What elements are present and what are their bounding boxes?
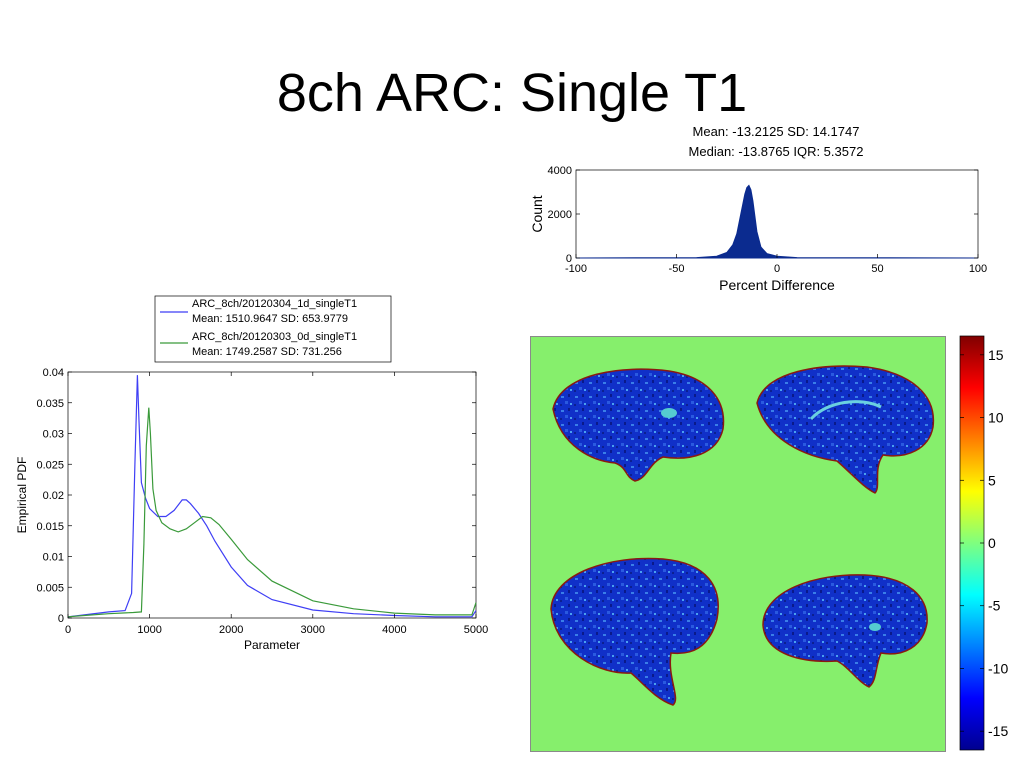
brain-slice-top-right (756, 365, 935, 494)
hist-plot-area (575, 169, 979, 259)
histogram-chart: Mean: -13.2125 SD: 14.1747 Median: -13.8… (529, 124, 987, 293)
hist-xtick-label: -50 (669, 263, 685, 275)
slide-title: 8ch ARC: Single T1 (276, 63, 748, 123)
colorbar-tick-label: 10 (988, 410, 1004, 426)
hist-title-line-1: Mean: -13.2125 SD: 14.1747 (693, 124, 860, 139)
legend-series-1-name: ARC_8ch/20120304_1d_singleT1 (192, 298, 357, 310)
pdf-ytick-label: 0.005 (36, 582, 64, 594)
pdf-ytick-label: 0.035 (36, 398, 64, 410)
pdf-ytick-label: 0.01 (43, 552, 64, 564)
pdf-series-2-line (67, 407, 477, 618)
brain-slice-bottom-left (550, 557, 719, 706)
hist-area (575, 184, 979, 259)
legend-series-2-name: ARC_8ch/20120303_0d_singleT1 (192, 331, 357, 343)
pdf-ylabel: Empirical PDF (15, 457, 29, 534)
pdf-ytick-label: 0.015 (36, 521, 64, 533)
brain-difference-map (530, 336, 946, 752)
legend-box (154, 295, 392, 363)
hist-xtick-label: 100 (969, 263, 987, 275)
hist-xtick-label: -100 (565, 263, 587, 275)
pdf-xtick-label: 1000 (137, 624, 161, 636)
legend-series-1-stats: Mean: 1510.9647 SD: 653.9779 (192, 313, 348, 325)
colorbar-tick-label: 5 (988, 472, 996, 488)
pdf-xtick-label: 3000 (301, 624, 325, 636)
colorbar: 15 10 5 0 -5 -10 -15 (959, 335, 1008, 751)
pdf-xtick-label: 5000 (464, 624, 488, 636)
pdf-ytick-label: 0.02 (43, 490, 64, 502)
brain-slice-top-left (552, 368, 725, 482)
legend-series-2-stats: Mean: 1749.2587 SD: 731.256 (192, 346, 342, 358)
pdf-xtick-label: 2000 (219, 624, 243, 636)
pdf-ytick-label: 0.025 (36, 459, 64, 471)
pdf-ytick-label: 0.04 (43, 367, 64, 379)
hist-xtick-label: 0 (774, 263, 780, 275)
hist-ytick-label: 2000 (548, 209, 572, 221)
hist-xlabel: Percent Difference (719, 277, 835, 293)
pdf-series-1-line (67, 375, 477, 618)
colorbar-tick-label: 0 (988, 535, 996, 551)
pdf-xtick-label: 0 (65, 624, 71, 636)
brain-slices-image (550, 365, 935, 706)
brain-slice-bottom-right (762, 574, 928, 688)
hist-ylabel: Count (529, 195, 545, 232)
pdf-xlabel: Parameter (244, 638, 300, 652)
pdf-legend: ARC_8ch/20120304_1d_singleT1 Mean: 1510.… (154, 295, 392, 363)
hist-ytick-label: 4000 (548, 165, 572, 177)
colorbar-tick-label: -15 (988, 723, 1008, 739)
colorbar-tick-label: 15 (988, 347, 1004, 363)
pdf-xtick-label: 4000 (382, 624, 406, 636)
colorbar-tick-label: -10 (988, 660, 1008, 676)
hist-xtick-label: 50 (871, 263, 883, 275)
colorbar-tick-label: -5 (988, 598, 1001, 614)
pdf-ytick-label: 0 (58, 613, 64, 625)
pdf-ytick-label: 0.03 (43, 429, 64, 441)
hist-title-line-2: Median: -13.8765 IQR: 5.3572 (689, 144, 864, 159)
pdf-chart: 0 1000 2000 3000 4000 5000 0 0.005 0.01 0.015 0.0… (15, 295, 488, 652)
hist-ytick-label: 0 (566, 253, 572, 265)
